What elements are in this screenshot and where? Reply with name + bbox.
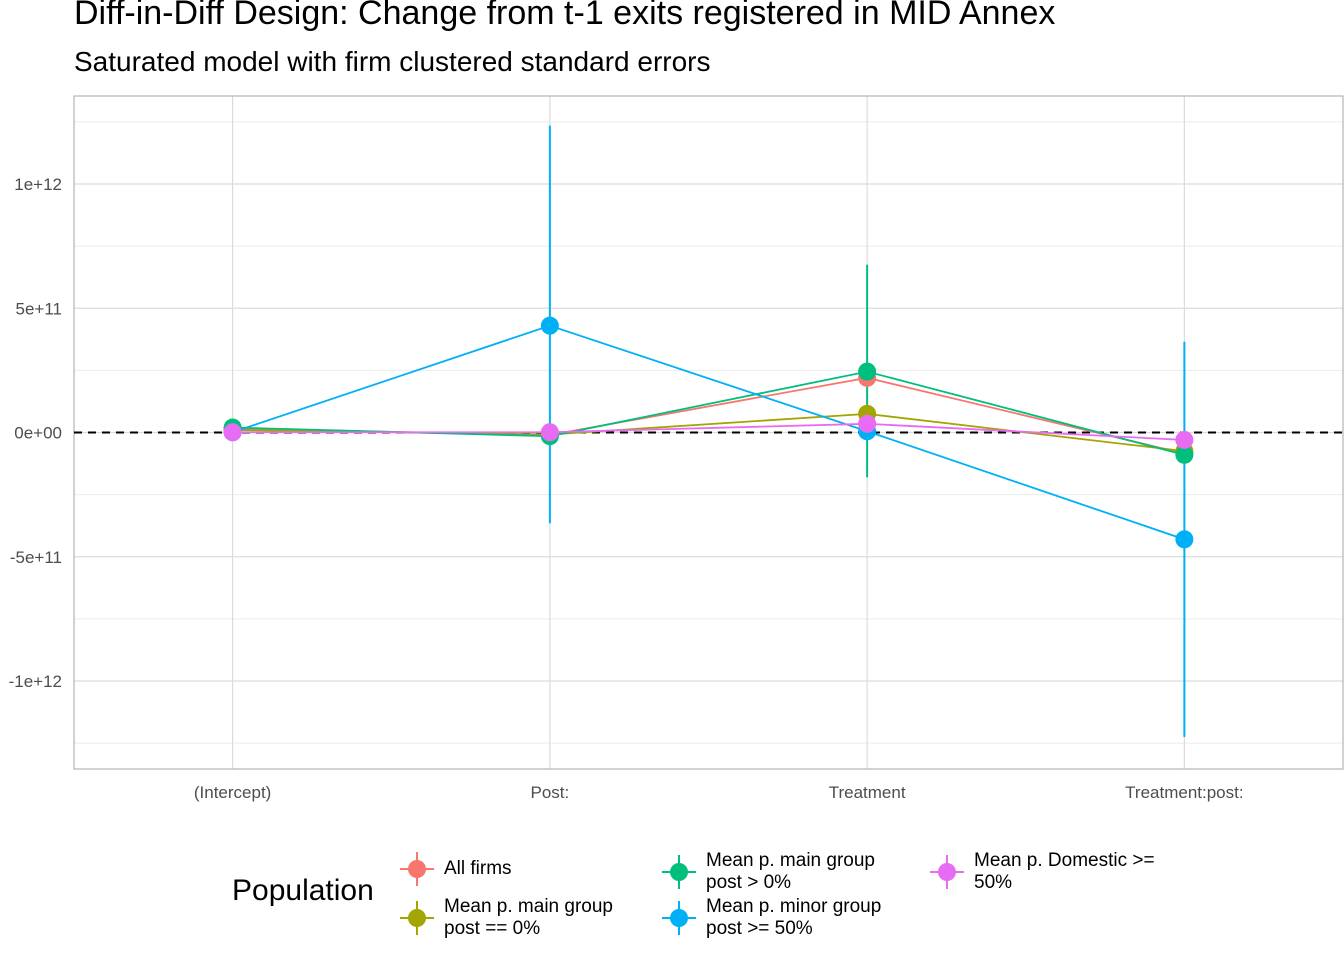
legend-key <box>660 853 698 891</box>
data-point <box>540 423 559 442</box>
data-point <box>858 362 877 381</box>
chart-subtitle: Saturated model with firm clustered stan… <box>74 46 711 77</box>
legend-key <box>928 853 966 891</box>
y-tick-label: -5e+11 <box>10 548 62 567</box>
legend-label: Mean p. main group post == 0% <box>444 896 613 939</box>
plot-area: 1e+12 5e+11 0e+00 -5e+11 -1e+12 (Intercept) Po… <box>9 95 1344 802</box>
legend-title: Population <box>232 874 374 907</box>
legend-item: All firms <box>398 850 512 888</box>
legend-label: Mean p. minor group post >= 50% <box>706 896 882 939</box>
legend-item: Mean p. Domestic >= 50% <box>928 850 1155 894</box>
legend-key <box>660 899 698 937</box>
y-tick-label: -1e+12 <box>9 672 62 691</box>
legend-item: Mean p. main group post > 0% <box>660 850 875 894</box>
x-tick-label: (Intercept) <box>194 783 271 802</box>
x-tick-label: Treatment <box>829 783 906 802</box>
data-point <box>223 423 242 442</box>
legend-item: Mean p. main group post == 0% <box>398 896 613 940</box>
data-point <box>540 316 559 335</box>
data-point <box>1175 430 1194 449</box>
legend-item: Mean p. minor group post >= 50% <box>660 896 881 940</box>
chart-title: Diff-in-Diff Design: Change from t-1 exi… <box>74 0 1056 32</box>
series-line <box>232 422 1185 441</box>
y-tick-label: 5e+11 <box>16 299 62 318</box>
data-point <box>1175 530 1194 549</box>
legend-label: Mean p. main group post > 0% <box>706 850 875 893</box>
legend-label: Mean p. Domestic >= 50% <box>974 850 1155 893</box>
legend-key <box>398 899 436 937</box>
data-point <box>858 414 877 433</box>
series-line <box>232 324 1185 541</box>
legend: Population All firms Mean p. main group p… <box>0 840 1344 950</box>
x-tick-label: Treatment:post: <box>1125 783 1243 802</box>
x-tick-label: Post: <box>531 783 570 802</box>
legend-label: All firms <box>444 858 512 879</box>
y-tick-label: 0e+00 <box>14 424 62 443</box>
data-point <box>1175 445 1194 464</box>
legend-key <box>398 850 436 888</box>
series-line <box>232 376 1185 455</box>
y-tick-label: 1e+12 <box>14 175 62 194</box>
